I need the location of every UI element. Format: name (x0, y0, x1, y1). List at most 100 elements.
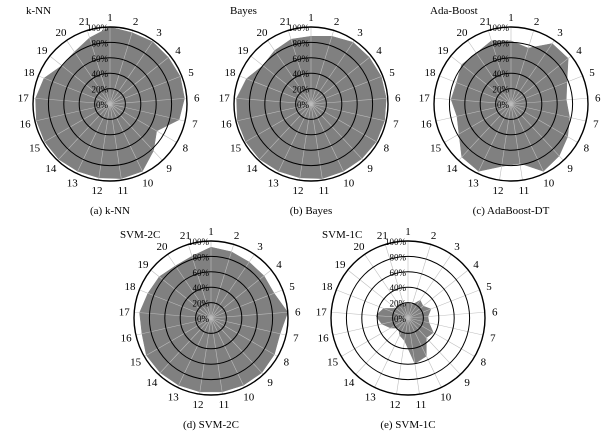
spoke-bayes (267, 40, 312, 105)
spoke-svm2 (210, 269, 272, 319)
ring-knn (63, 57, 157, 151)
spoke-bayes (310, 97, 388, 105)
spoke-knn (57, 103, 111, 161)
spoke-svm2 (210, 311, 288, 319)
category-label-svm2: 20 (156, 241, 168, 253)
spoke-svm1 (385, 244, 409, 319)
category-label-ada: 17 (419, 93, 431, 105)
spoke-svm2 (210, 254, 255, 319)
spoke-svm1 (332, 317, 409, 336)
category-label-svm1: 11 (416, 399, 427, 411)
chart-title-svm1: SVM-1C (322, 229, 362, 241)
spoke-knn (109, 103, 122, 181)
category-label-knn: 1 (107, 12, 113, 24)
radar-plot-svm1: 0%20%40%60%80%100%1 234567891011121314151… (316, 226, 498, 411)
spoke-svm1 (407, 254, 452, 319)
category-label-ada: 16 (421, 118, 433, 130)
spoke-svm2 (139, 289, 212, 319)
spoke-bayes (244, 103, 312, 143)
ring-ada (433, 26, 589, 182)
category-label-bayes: 7 (393, 118, 399, 130)
tick-label-svm1: 80% (390, 252, 407, 262)
category-label-svm2: 2 (234, 230, 240, 242)
ring-svm1 (376, 286, 440, 350)
category-label-svm1: 20 (353, 241, 365, 253)
spoke-knn (98, 103, 111, 181)
spoke-svm2 (144, 317, 212, 357)
tick-label-ada: 60% (493, 54, 510, 64)
spoke-ada (488, 30, 512, 105)
category-label-svm2: 6 (295, 307, 301, 319)
spoke-bayes (299, 103, 312, 181)
category-label-bayes: 2 (334, 16, 340, 28)
spoke-ada (467, 40, 512, 105)
category-label-svm1: 19 (334, 259, 346, 271)
tick-label-knn: 40% (92, 69, 109, 79)
category-label-svm1: 1 (405, 226, 411, 238)
spoke-bayes (310, 75, 383, 105)
spoke-svm2 (210, 244, 234, 319)
spoke-svm2 (210, 317, 287, 336)
spoke-knn (87, 30, 111, 105)
ring-knn (47, 41, 173, 167)
spoke-svm1 (407, 317, 475, 357)
spoke-knn (49, 55, 111, 105)
category-label-svm2: 3 (257, 241, 263, 253)
spoke-bayes (310, 103, 387, 122)
spoke-ada (435, 103, 512, 122)
spoke-bayes (310, 30, 334, 105)
spoke-bayes (310, 103, 378, 143)
category-label-ada: 8 (584, 143, 590, 155)
ring-bayes (264, 57, 358, 151)
category-label-ada: 20 (456, 27, 468, 39)
category-label-knn: 16 (20, 118, 32, 130)
tick-label-svm2: 0% (197, 314, 210, 324)
category-label-knn: 6 (194, 93, 200, 105)
category-label-bayes: 19 (237, 45, 249, 57)
category-label-knn: 11 (118, 185, 129, 197)
spoke-ada (439, 75, 512, 105)
category-label-svm1: 21 (377, 230, 388, 242)
spoke-ada (510, 103, 578, 143)
category-label-knn: 20 (55, 27, 67, 39)
radar-plot-svm2: 0%20%40%60%80%100%1 234567891011121314151… (119, 226, 301, 411)
spoke-knn (109, 103, 186, 122)
spoke-svm1 (407, 317, 442, 388)
spoke-svm1 (364, 254, 409, 319)
tick-label-knn: 60% (92, 54, 109, 64)
tick-label-knn: 100% (87, 23, 109, 33)
panel-bayes: 0%20%40%60%80%100%1 234567891011121314151… (219, 5, 401, 217)
spoke-ada (477, 103, 512, 174)
category-label-svm2: 18 (125, 281, 137, 293)
spoke-svm2 (134, 311, 212, 319)
spoke-svm2 (210, 317, 264, 375)
category-label-svm2: 19 (137, 259, 149, 271)
spoke-svm1 (341, 317, 409, 357)
ring-knn (78, 72, 142, 136)
category-label-ada: 15 (430, 143, 442, 155)
spoke-ada (510, 103, 545, 174)
category-label-svm1: 7 (490, 332, 496, 344)
spoke-svm2 (177, 317, 212, 388)
spoke-knn (109, 40, 154, 105)
spoke-bayes (310, 103, 323, 181)
category-label-bayes: 17 (219, 93, 231, 105)
chart-title-ada: Ada-Boost (430, 5, 478, 17)
ring-ada (479, 72, 543, 136)
spoke-knn (33, 97, 111, 105)
category-label-svm2: 7 (293, 332, 299, 344)
tick-label-svm1: 40% (390, 283, 407, 293)
category-label-bayes: 3 (357, 27, 363, 39)
category-label-svm1: 18 (322, 281, 334, 293)
category-label-knn: 17 (18, 93, 30, 105)
category-label-bayes: 21 (280, 16, 291, 28)
category-label-bayes: 5 (389, 67, 395, 79)
category-label-svm2: 4 (276, 259, 282, 271)
spoke-knn (76, 103, 111, 174)
category-label-ada: 14 (446, 163, 458, 175)
category-label-ada: 18 (425, 67, 437, 79)
spoke-ada (510, 75, 583, 105)
tick-label-knn: 0% (96, 100, 109, 110)
category-label-bayes: 16 (221, 118, 233, 130)
spoke-svm2 (167, 254, 212, 319)
